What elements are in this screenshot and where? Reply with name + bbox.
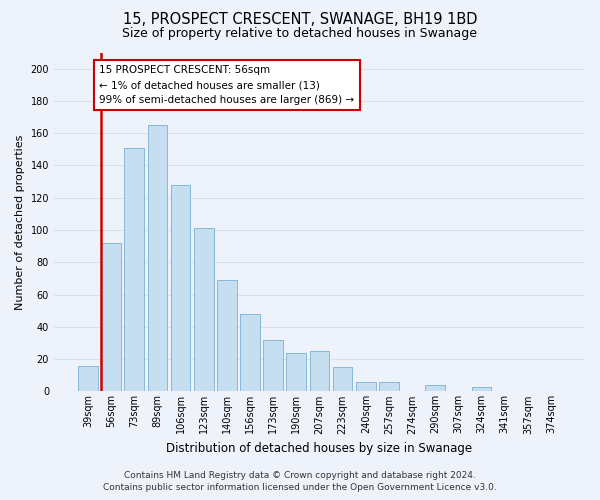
Bar — [217, 280, 236, 392]
Bar — [333, 367, 352, 392]
X-axis label: Distribution of detached houses by size in Swanage: Distribution of detached houses by size … — [166, 442, 473, 455]
Bar — [78, 366, 98, 392]
Bar — [148, 125, 167, 392]
Bar — [263, 340, 283, 392]
Bar — [194, 228, 214, 392]
Bar — [286, 352, 306, 392]
Y-axis label: Number of detached properties: Number of detached properties — [15, 134, 25, 310]
Bar — [379, 382, 399, 392]
Bar — [425, 385, 445, 392]
Text: 15 PROSPECT CRESCENT: 56sqm
← 1% of detached houses are smaller (13)
99% of semi: 15 PROSPECT CRESCENT: 56sqm ← 1% of deta… — [100, 66, 355, 105]
Text: 15, PROSPECT CRESCENT, SWANAGE, BH19 1BD: 15, PROSPECT CRESCENT, SWANAGE, BH19 1BD — [123, 12, 477, 28]
Text: Size of property relative to detached houses in Swanage: Size of property relative to detached ho… — [122, 28, 478, 40]
Bar — [124, 148, 144, 392]
Bar — [310, 351, 329, 392]
Text: Contains HM Land Registry data © Crown copyright and database right 2024.
Contai: Contains HM Land Registry data © Crown c… — [103, 471, 497, 492]
Bar — [356, 382, 376, 392]
Bar — [472, 386, 491, 392]
Bar — [170, 185, 190, 392]
Bar — [240, 314, 260, 392]
Bar — [101, 243, 121, 392]
